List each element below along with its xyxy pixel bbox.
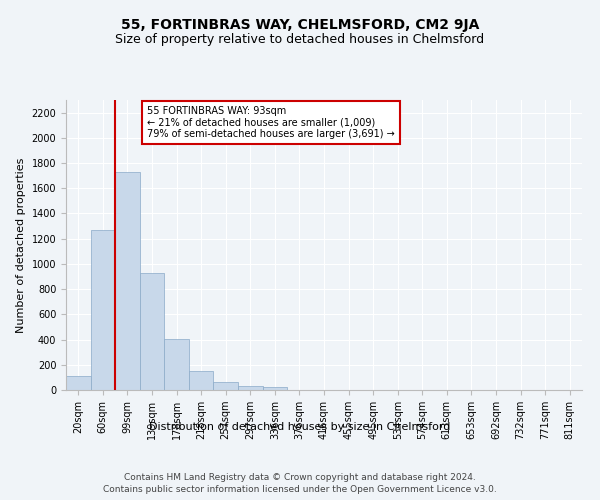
Bar	[91, 230, 115, 390]
Bar	[115, 172, 140, 390]
Bar	[189, 371, 214, 390]
Text: Contains public sector information licensed under the Open Government Licence v3: Contains public sector information licen…	[103, 485, 497, 494]
Text: Distribution of detached houses by size in Chelmsford: Distribution of detached houses by size …	[149, 422, 451, 432]
Text: 55, FORTINBRAS WAY, CHELMSFORD, CM2 9JA: 55, FORTINBRAS WAY, CHELMSFORD, CM2 9JA	[121, 18, 479, 32]
Bar	[238, 386, 263, 390]
Bar	[66, 376, 91, 390]
Text: Contains HM Land Registry data © Crown copyright and database right 2024.: Contains HM Land Registry data © Crown c…	[124, 472, 476, 482]
Bar	[164, 339, 189, 390]
Y-axis label: Number of detached properties: Number of detached properties	[16, 158, 26, 332]
Bar	[140, 272, 164, 390]
Bar	[263, 387, 287, 390]
Text: 55 FORTINBRAS WAY: 93sqm
← 21% of detached houses are smaller (1,009)
79% of sem: 55 FORTINBRAS WAY: 93sqm ← 21% of detach…	[147, 106, 395, 140]
Bar	[214, 382, 238, 390]
Text: Size of property relative to detached houses in Chelmsford: Size of property relative to detached ho…	[115, 32, 485, 46]
